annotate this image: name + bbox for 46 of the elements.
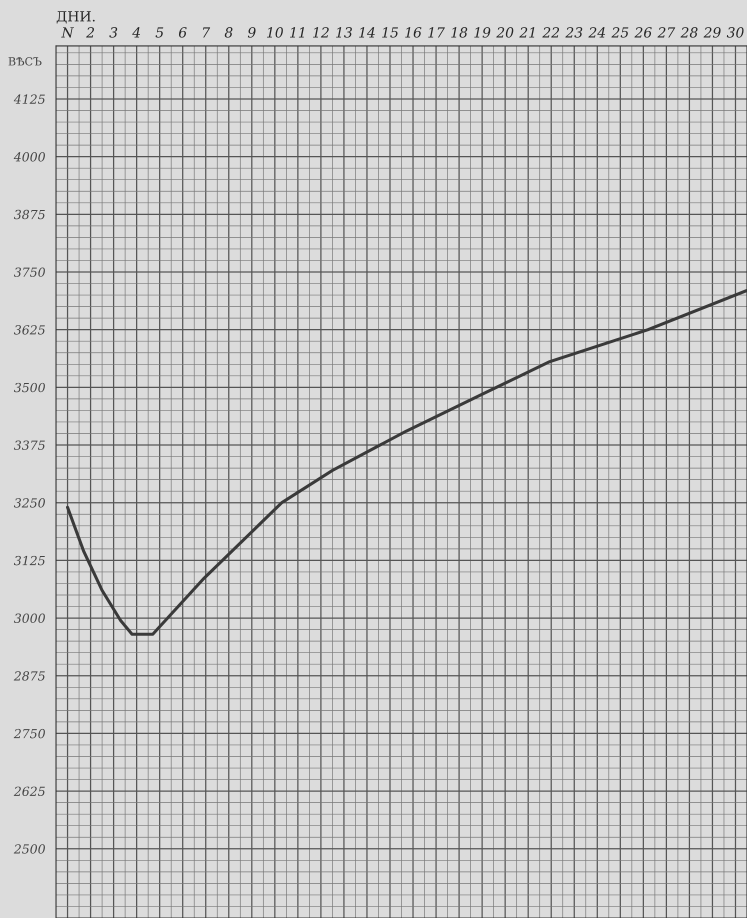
x-tick-label: N — [61, 27, 74, 38]
x-tick-label: 20 — [496, 27, 514, 38]
x-tick-label: 5 — [156, 27, 164, 38]
y-tick-label: 3750 — [14, 267, 45, 277]
x-tick-label: 19 — [474, 27, 490, 38]
x-tick-label: 7 — [203, 27, 210, 38]
y-tick-label: 3625 — [14, 325, 45, 335]
x-tick-label: 10 — [266, 27, 283, 38]
y-tick-label: 3500 — [14, 382, 45, 392]
x-tick-label: 13 — [336, 27, 352, 38]
y-tick-label: 2625 — [14, 786, 45, 796]
y-tick-label: 2500 — [14, 844, 45, 854]
x-tick-label: 24 — [588, 27, 606, 38]
y-tick-label: 2750 — [14, 728, 45, 738]
x-tick-label: 3 — [109, 27, 118, 38]
y-axis-title: ВѢСЪ — [8, 57, 42, 66]
x-tick-label: 9 — [248, 27, 256, 38]
x-tick-label: 14 — [359, 27, 375, 38]
y-tick-label: 3875 — [14, 210, 45, 220]
x-tick-label: 12 — [313, 27, 329, 38]
x-tick-label: 6 — [178, 27, 187, 38]
x-tick-label: 2 — [86, 27, 94, 38]
x-tick-label: 28 — [680, 27, 698, 38]
x-tick-label: 27 — [657, 27, 676, 38]
y-tick-label: 3125 — [14, 556, 45, 566]
x-tick-label: 16 — [405, 27, 422, 38]
x-tick-label: 8 — [224, 27, 232, 38]
x-tick-label: 22 — [542, 27, 560, 38]
x-tick-label: 25 — [611, 27, 628, 38]
x-tick-label: 18 — [451, 27, 468, 38]
x-tick-label: 15 — [382, 27, 398, 38]
y-tick-label: 3375 — [14, 440, 45, 450]
x-tick-label: 4 — [132, 27, 140, 38]
x-tick-label: 21 — [519, 27, 534, 38]
x-tick-label: 30 — [726, 27, 744, 38]
x-tick-label: 23 — [565, 27, 582, 38]
x-tick-label: 11 — [290, 27, 304, 38]
x-axis-title: ДНИ. — [56, 11, 95, 24]
x-tick-label: 29 — [704, 27, 721, 38]
x-tick-label: 17 — [428, 27, 445, 38]
x-tick-label: 26 — [634, 27, 652, 38]
y-tick-label: 2875 — [14, 671, 45, 681]
y-tick-label: 3250 — [14, 498, 45, 508]
y-tick-label: 3000 — [14, 614, 45, 623]
y-tick-label: 4125 — [14, 94, 45, 104]
y-tick-label: 4000 — [14, 152, 45, 162]
